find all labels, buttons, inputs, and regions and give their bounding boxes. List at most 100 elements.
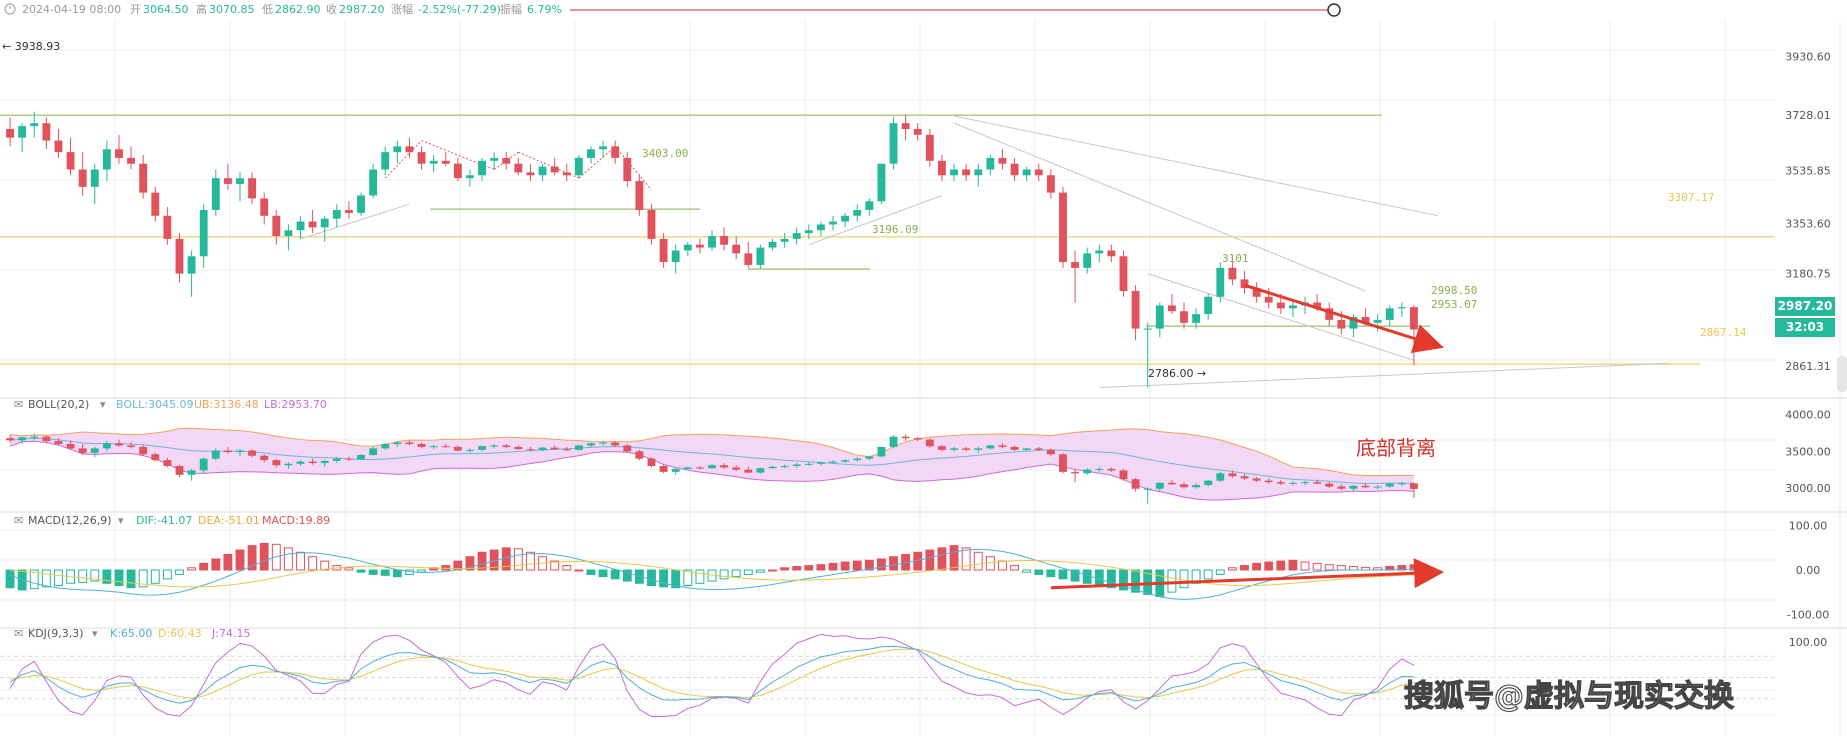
chevron-down-icon[interactable]: ▾	[118, 514, 124, 527]
macd-histogram-bar	[852, 560, 862, 571]
macd-dea-line	[10, 559, 1414, 588]
watermark: 搜狐号@虚拟与现实交换	[1404, 679, 1735, 714]
price-axis-tick: 3728.01	[1785, 109, 1831, 122]
macd-dea-value: DEA:-51.01	[198, 514, 260, 527]
boll-candle-body	[393, 442, 402, 444]
candle-body	[1313, 302, 1322, 309]
candle-body	[1288, 305, 1297, 309]
macd-histogram-bar	[187, 567, 197, 571]
boll-candle-body	[1252, 478, 1261, 481]
macd-histogram-bar	[90, 569, 100, 582]
macd-histogram-bar	[1203, 569, 1213, 580]
price-annotations	[1244, 283, 1444, 354]
boll-candle-body	[1180, 484, 1188, 488]
candle-body	[1083, 253, 1092, 268]
candle-body	[635, 181, 644, 210]
macd-histogram-bar	[1058, 569, 1068, 580]
boll-candle-body	[526, 449, 535, 451]
drawing-handle[interactable]	[1327, 3, 1341, 17]
macd-histogram-bar	[574, 569, 584, 572]
candle-body	[877, 163, 886, 202]
macd-histogram-bar	[1131, 569, 1141, 593]
candle-body	[829, 221, 837, 225]
boll-candle-body	[236, 450, 244, 453]
bell-icon[interactable]: ✉	[14, 627, 23, 640]
candle-body	[1143, 328, 1152, 330]
macd-histogram-bar	[441, 565, 451, 571]
header-open-label: 开	[130, 3, 141, 16]
candle-body	[308, 221, 317, 228]
boll-candle-body	[804, 463, 813, 465]
countdown-badge: 32:03	[1775, 318, 1835, 337]
boll-candle-body	[1216, 473, 1225, 481]
candle-body	[865, 201, 874, 210]
candle-body	[841, 215, 850, 222]
macd-histogram-bar	[78, 569, 88, 583]
macd-histogram-bar	[719, 569, 729, 580]
scroll-handle[interactable]	[1837, 356, 1847, 392]
macd-histogram-bar	[792, 565, 802, 571]
macd-histogram-bar	[29, 569, 39, 590]
macd-panel: ✉ MACD(12,26,9) ▾ DIF:-41.07 DEA:-51.01 …	[5, 514, 1445, 600]
candle-body	[236, 178, 244, 184]
candle-body	[344, 209, 353, 213]
boll-candle-body	[1349, 485, 1358, 489]
candle-body	[611, 146, 620, 158]
candle-body	[417, 152, 426, 164]
boll-candle-body	[441, 446, 450, 448]
macd-axis-tick: 0.00	[1796, 564, 1821, 577]
kdj-k-value: K:65.00	[110, 627, 152, 640]
chevron-down-icon[interactable]: ▾	[100, 398, 106, 411]
boll-candle-body	[1095, 468, 1104, 470]
candle-body	[54, 140, 63, 153]
chevron-down-icon[interactable]: ▾	[92, 627, 98, 640]
bell-icon[interactable]: ✉	[14, 398, 23, 411]
candle-body	[502, 157, 511, 164]
boll-candle-body	[756, 468, 765, 473]
descending-channel-upper	[953, 115, 1439, 217]
candle-body	[478, 160, 486, 176]
macd-histogram-bar	[247, 545, 257, 571]
boll-candle-body	[1264, 480, 1273, 483]
boll-candle-body	[1022, 448, 1031, 450]
macd-histogram-bar	[998, 560, 1007, 571]
boll-candle-body	[1119, 470, 1128, 480]
candle-body	[1131, 290, 1140, 329]
candle-body	[744, 253, 753, 265]
boll-candle-body	[115, 443, 123, 446]
macd-name: MACD(12,26,9)	[28, 514, 112, 527]
macd-dif-line	[9, 548, 1414, 600]
rising-support-line	[1099, 362, 1669, 389]
boll-candle-body	[1276, 482, 1285, 484]
candles-group	[6, 111, 1418, 388]
candle-body	[429, 160, 438, 164]
macd-histogram-bar	[1070, 569, 1080, 582]
candle-body	[211, 178, 220, 210]
boll-panel: ✉ BOLL(20,2) ▾ BOLL:3045.09 UB:3136.48 L…	[6, 398, 1436, 504]
candle-body	[962, 169, 971, 176]
candle-body	[102, 149, 111, 170]
candle-body	[223, 178, 232, 184]
candle-body	[1252, 288, 1261, 297]
bell-icon[interactable]: ✉	[14, 514, 23, 527]
boll-candle-body	[296, 461, 305, 464]
macd-histogram-bar	[816, 564, 826, 571]
price-axis-tick: 2861.31	[1785, 360, 1831, 373]
candle-body	[1361, 317, 1370, 323]
boll-candle-body	[913, 438, 922, 440]
right-price-axis: 3930.60 3728.01 3535.85 3353.60 3180.75 2861.…	[1785, 51, 1831, 650]
candle-body	[151, 192, 160, 216]
candle-body	[127, 157, 136, 164]
candle-body	[248, 178, 257, 199]
boll-ub-value: UB:3136.48	[194, 398, 259, 411]
candle-body	[647, 209, 656, 239]
boll-candle-body	[344, 458, 353, 460]
macd-histogram-bar	[126, 569, 136, 589]
boll-candle-body	[865, 456, 874, 459]
rising-channel-mid	[808, 195, 943, 246]
boll-candle-body	[683, 467, 692, 469]
candle-body	[780, 238, 789, 242]
macd-histogram-bar	[368, 569, 378, 575]
zigzag-down	[518, 151, 580, 179]
macd-histogram-bar	[961, 547, 971, 571]
